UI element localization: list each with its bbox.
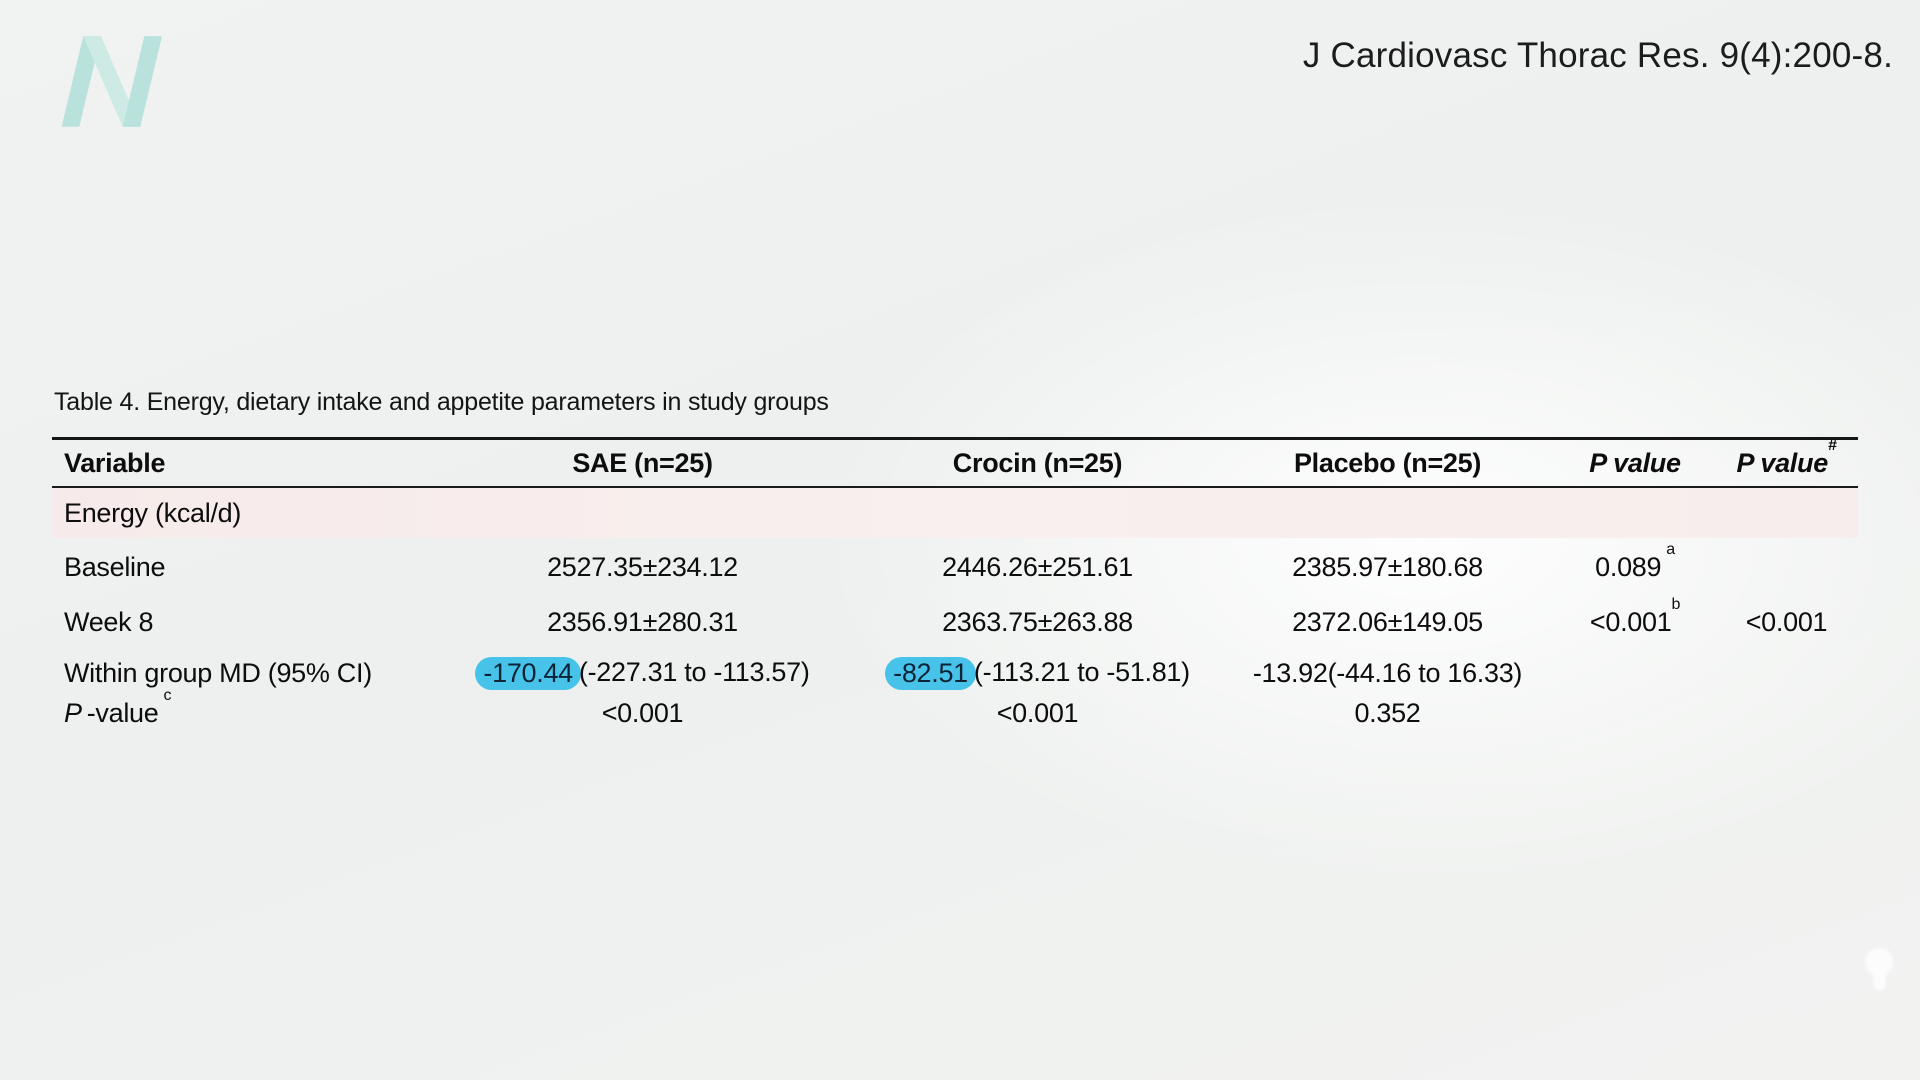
p-row-placebo-value: 0.352 [1354,698,1421,728]
n-brand-logo [61,36,163,127]
col-header-crocin: Crocin (n=25) [952,447,1123,478]
md-crocin-value: -82.51 (-113.21 to -51.81) [855,656,1220,690]
week8-p-value-number: <0.001 [1589,606,1672,637]
logo-left-stroke [61,36,101,127]
md-placebo-value: -13.92(-44.16 to 16.33) [1252,657,1523,688]
col-header-p-value-2-label: P value [1736,447,1828,478]
week8-sae-value: 2356.91±280.31 [547,606,738,637]
row-week8: Week 8 2356.91±280.31 2363.75±263.88 237… [52,596,1858,648]
table-header-row: Variable SAE (n=25) Crocin (n=25) Placeb… [52,437,1858,488]
md-crocin-highlight: -82.51 [885,656,976,690]
logo-diagonal-stroke [83,36,141,127]
p-row-sae-value: <0.001 [601,698,684,728]
md-crocin-ci: (-113.21 to -51.81) [973,656,1190,687]
baseline-p-value-sup: a [1666,540,1675,558]
md-sae-value: -170.44 (-227.31 to -113.57) [430,656,855,690]
col-header-p-value: P value [1589,447,1681,478]
row-label: P -value c [52,687,430,729]
week8-p-value-sup: b [1671,595,1681,613]
week8-crocin-value: 2363.75±263.88 [942,606,1133,637]
journal-reference: J Cardiovasc Thorac Res. 9(4):200-8. [1302,36,1893,75]
baseline-sae-value: 2527.35±234.12 [547,551,738,582]
p-row-label-rest: -value [86,698,159,728]
row-baseline: Baseline 2527.35±234.12 2446.26±251.61 2… [52,538,1858,596]
row-p-value-c: P -value c <0.001 <0.001 0.352 [52,687,1858,736]
baseline-crocin-value: 2446.26±251.61 [942,551,1133,582]
row-within-group-md: Within group MD (95% CI) -170.44 (-227.31… [52,648,1858,698]
section-row-energy: Energy (kcal/d) [52,488,1858,538]
table-title: Table 4. Energy, dietary intake and appe… [54,388,829,416]
row-label: Within group MD (95% CI) [64,657,372,688]
p-row-label-sup: c [163,687,172,704]
col-header-p-value-2: P value # [1715,436,1858,479]
md-sae-highlight: -170.44 [475,656,581,690]
p-row-crocin-value: <0.001 [996,698,1079,728]
p-row-label-p: P [64,698,82,728]
col-header-sae: SAE (n=25) [572,447,713,478]
md-sae-ci: (-227.31 to -113.57) [578,656,810,687]
baseline-p-value-number: 0.089 [1595,551,1662,582]
results-table: Variable SAE (n=25) Crocin (n=25) Placeb… [52,437,1858,736]
row-label: Baseline [64,551,166,582]
col-header-placebo: Placebo (n=25) [1293,447,1482,478]
week8-placebo-value: 2372.06±149.05 [1292,606,1483,637]
logo-right-stroke [122,36,163,127]
week8-p-value-2: <0.001 [1745,606,1828,637]
section-label: Energy (kcal/d) [64,497,242,528]
row-label: Week 8 [64,606,154,637]
week8-p-value: <0.001 b [1555,595,1715,638]
baseline-p-value: 0.089 a [1555,540,1715,583]
col-header-p-value-2-sup: # [1827,436,1837,454]
cursor-stem [1874,970,1885,990]
col-header-variable: Variable [64,447,166,478]
mouse-cursor-dot [1862,948,1896,992]
baseline-placebo-value: 2385.97±180.68 [1292,551,1483,582]
